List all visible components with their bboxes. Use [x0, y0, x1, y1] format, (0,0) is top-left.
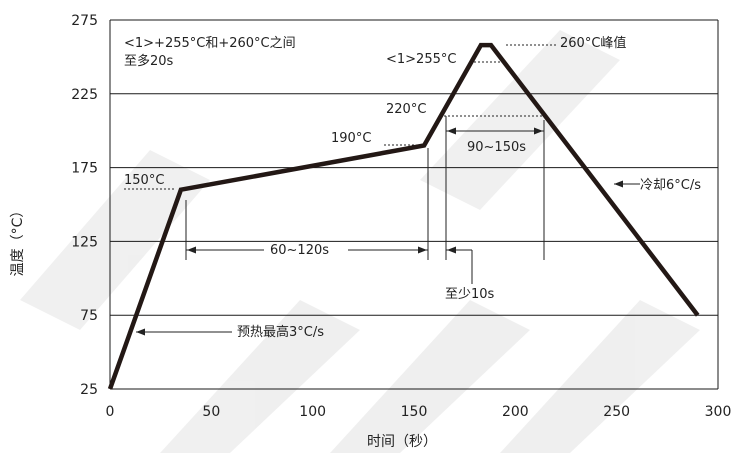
x-tick-label: 200 [502, 404, 529, 420]
y-tick-label: 125 [71, 234, 98, 250]
annotation-min10: 至少10s [445, 287, 495, 302]
annotation-span-60-120: 60~120s [270, 243, 329, 258]
y-axis-title: 温度（°C） [10, 204, 26, 277]
annotation-peak: 260°C峰值 [560, 35, 626, 51]
span-60-120-right-arrow [418, 246, 427, 254]
x-tick-label: 150 [401, 404, 428, 420]
y-tick-label: 25 [80, 382, 98, 398]
min10-arrow [447, 246, 456, 254]
annotation-t190: 190°C [331, 131, 371, 146]
y-tick-label: 225 [71, 87, 98, 103]
annotation-span-90-150: 90~150s [467, 140, 526, 155]
temperature-curve [107, 42, 700, 390]
span-90-150-left-arrow [447, 127, 456, 135]
x-axis-title: 时间（秒） [367, 434, 437, 450]
annotation-t220: 220°C [386, 102, 426, 117]
annotation-cooling: 冷却6°C/s [640, 178, 701, 193]
x-tick-label: 0 [106, 404, 115, 420]
annotation-preheat: 预热最高3°C/s [237, 324, 324, 340]
y-tick-label: 275 [71, 13, 98, 29]
x-tick-label: 300 [705, 404, 732, 420]
profile-line [107, 42, 700, 390]
x-tick-label: 100 [299, 404, 326, 420]
y-tick-label: 175 [71, 161, 98, 177]
annotation-peak-window-line1: <1>+255°C和+260°C之间 [124, 36, 296, 51]
background-watermark [20, 30, 700, 453]
span-90-150-right-arrow [534, 127, 543, 135]
annotation-t150: 150°C [124, 173, 164, 188]
annotation-labels: <1>+255°C和+260°C之间 至多20s 260°C峰值 <1>255°… [124, 35, 701, 340]
cooling-arrow-head [614, 180, 623, 188]
y-tick-label: 75 [80, 308, 98, 324]
x-tick-label: 50 [202, 404, 220, 420]
span-60-120-left-arrow [187, 246, 196, 254]
annotation-t255: <1>255°C [386, 52, 456, 67]
x-tick-label: 250 [603, 404, 630, 420]
annotation-peak-window-line2: 至多20s [124, 53, 174, 69]
preheat-arrow-head [136, 328, 145, 336]
